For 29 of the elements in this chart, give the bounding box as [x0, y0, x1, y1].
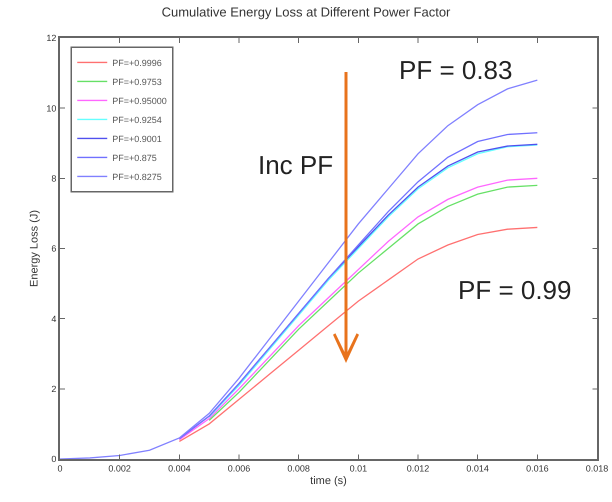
x-axis-title: time (s) [310, 475, 347, 488]
y-tick-label: 8 [51, 173, 56, 184]
x-tick-label: 0.016 [526, 464, 549, 474]
legend-label: PF=+0.9001 [112, 134, 162, 144]
y-tick-label: 6 [51, 244, 56, 254]
legend-label: PF=+0.875 [112, 152, 157, 163]
x-tick-label: 0.008 [287, 464, 310, 474]
x-tick-label: 0.018 [586, 464, 608, 474]
x-tick-label: 0.002 [108, 464, 131, 474]
y-tick-label: 0 [51, 454, 56, 464]
y-axis-title: Energy Loss (J) [28, 210, 41, 288]
annotation: PF = 0.99 [458, 275, 572, 305]
y-tick-label: 4 [51, 314, 56, 324]
legend-label: PF=+0.95000 [112, 96, 167, 106]
y-tick-label: 12 [46, 33, 56, 44]
y-tick-label: 10 [46, 103, 56, 114]
y-tick-label: 2 [51, 384, 56, 394]
x-tick-label: 0.01 [350, 464, 368, 474]
x-tick-label: 0.012 [406, 464, 430, 474]
legend-label: PF=+0.9996 [112, 58, 162, 68]
chart-title: Cumulative Energy Loss at Different Power Factor [162, 4, 452, 20]
annotation: Inc PF [258, 150, 334, 180]
x-tick-label: 0.014 [466, 464, 489, 474]
legend-label: PF=+0.9753 [112, 76, 162, 87]
x-tick-label: 0.006 [228, 464, 250, 474]
annotation: PF = 0.83 [399, 55, 512, 85]
legend-label: PF=+0.8275 [112, 172, 162, 182]
legend-label: PF=+0.9254 [112, 114, 162, 125]
x-tick-label: 0.004 [168, 464, 191, 474]
